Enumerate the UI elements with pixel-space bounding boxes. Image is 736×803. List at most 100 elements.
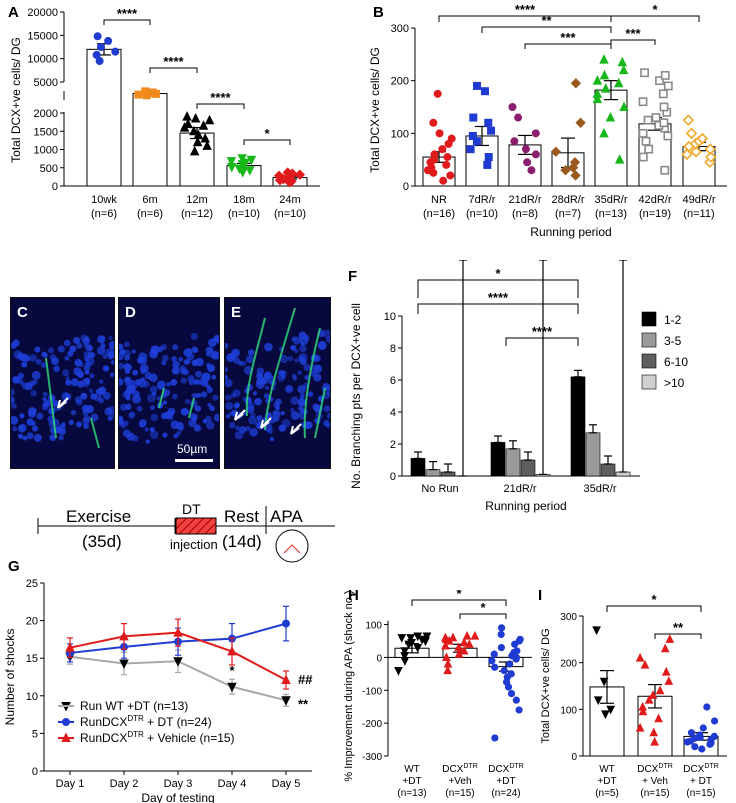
a-ytick-label-7: 15000	[27, 30, 58, 42]
h-sig-1-bracket	[459, 613, 507, 619]
a-xn-1: (n=6)	[137, 208, 163, 220]
b-xlabel: Running period	[530, 225, 611, 239]
microC-nucleus-9	[102, 391, 111, 400]
i-point-1-14	[665, 634, 675, 643]
a-point-3-7	[226, 157, 237, 167]
b-xn-4: (n=13)	[595, 208, 627, 220]
a-point-0-5	[93, 32, 102, 41]
i-point-2-1	[691, 743, 699, 751]
b-ytick-label-2: 200	[391, 76, 409, 88]
h-sig-1: *	[480, 600, 486, 615]
microC-nucleus-109	[77, 371, 84, 379]
b-point-1-6	[484, 118, 493, 127]
b-point-1-7	[469, 113, 478, 122]
b-point-4-9	[599, 69, 610, 80]
b-point-5-1	[638, 152, 648, 162]
b-ylabel: Total DCX+ve cells/ DG	[368, 47, 382, 173]
a-point-0-4	[104, 36, 113, 45]
h-xtick-1-a: DCXDTR	[442, 763, 478, 775]
a-xtick-1: 6m	[142, 194, 157, 206]
f-ylabel: No. Branching pts per DCX+ve cell	[349, 303, 363, 489]
microE-nucleus-73	[285, 384, 294, 394]
f-legend-label-0: 1-2	[664, 313, 682, 327]
h-point-2-15	[490, 650, 498, 658]
a-point-2-9	[190, 112, 201, 123]
b-point-0-8	[443, 153, 452, 162]
i-point-1-13	[660, 643, 670, 653]
microC-nucleus-144	[81, 378, 91, 388]
i-xtick-2-a: DCXDTR	[683, 763, 719, 775]
h-point-2-10	[506, 660, 514, 668]
b-sig-3: ***	[625, 26, 641, 41]
microE-nucleus-44	[326, 336, 330, 344]
microC-nucleus-102	[11, 396, 15, 404]
a-sig-1-bracket	[149, 67, 198, 73]
microE-neuron-2	[303, 327, 321, 439]
chart-b: 0 100 200 300 Total DCX+ve cells/ DG NR (n=16)…	[368, 2, 727, 239]
f-bar-2-0	[570, 376, 586, 477]
i-point-1-2	[635, 722, 645, 732]
a-ytick-label-2: 1000	[34, 145, 58, 157]
microD-nucleus-10	[172, 393, 178, 400]
microD-nucleus-142	[125, 403, 132, 411]
microD-nucleus-121	[119, 362, 124, 370]
h-xtick-2-a: DCXDTR	[488, 763, 524, 775]
g-ytick-label-0: 0	[32, 766, 38, 778]
i-point-2-12	[699, 724, 707, 732]
b-point-4-3	[619, 101, 629, 111]
b-point-5-2	[644, 144, 654, 154]
b-point-4-7	[613, 77, 624, 88]
microC-nucleus-71	[83, 343, 90, 349]
f-xtick-0: No Run	[421, 483, 458, 495]
a-xn-2: (n=12)	[181, 208, 213, 220]
microD-nucleus-79	[190, 332, 198, 340]
i-point-1-12	[635, 652, 645, 662]
microC-nucleus-118	[35, 358, 42, 365]
i-point-1-7	[648, 690, 658, 699]
a-bar-1	[132, 93, 168, 187]
microC-nucleus-135	[28, 410, 36, 418]
i-point-2-14	[703, 703, 711, 711]
a-point-1-5	[141, 87, 150, 96]
g-xtick-4: Day 5	[272, 778, 301, 790]
h-xtick-1-b: +Veh	[448, 776, 471, 787]
microD-nucleus-131	[180, 368, 187, 375]
microD-nucleus-73	[194, 405, 201, 412]
microE-nucleus-137	[254, 397, 262, 406]
microC-nucleus-101	[19, 381, 25, 386]
microE-nucleus-85	[225, 374, 229, 380]
g-point-1-4	[281, 619, 290, 628]
f-bar-2-2	[600, 463, 616, 477]
g-point-0-1	[119, 659, 129, 669]
microD-nucleus-122	[149, 385, 158, 394]
i-point-1-1	[649, 727, 659, 737]
microD-nucleus-104	[191, 393, 197, 399]
microE-nucleus-146	[246, 405, 255, 414]
microC-nucleus-68	[108, 340, 114, 350]
a-ylabel: Total DCX+ve cells/ DG	[9, 37, 23, 163]
h-point-2-23	[497, 624, 506, 632]
microD-nucleus-78	[191, 416, 197, 422]
microE-nucleus-111	[304, 422, 310, 428]
a-point-1-1	[134, 90, 143, 99]
i-ytick-label-3: 300	[560, 612, 577, 623]
b-point-1-3	[472, 137, 481, 146]
b-point-4-11	[617, 56, 628, 67]
scale-bar-label: 50µm	[177, 442, 208, 456]
i-point-2-9	[710, 732, 718, 740]
microC-nucleus-38	[96, 346, 106, 355]
a-xtick-2: 12m	[186, 194, 207, 206]
b-ytick-label-1: 100	[391, 128, 409, 140]
h-point-2-0	[491, 734, 499, 742]
a-point-2-2	[192, 136, 203, 147]
i-ylabel: Total DCX+ve cells/ DG	[540, 628, 552, 743]
microD-nucleus-46	[126, 432, 135, 441]
microC-nucleus-104	[19, 413, 25, 419]
f-sig-1-bracket	[417, 303, 579, 314]
microD-nucleus-1	[150, 405, 155, 410]
a-xn-4: (n=10)	[274, 208, 306, 220]
h-point-0-3	[400, 647, 409, 656]
microD-nucleus-125	[119, 349, 126, 356]
b-point-5-3	[641, 136, 651, 146]
microD-nucleus-98	[163, 412, 171, 420]
